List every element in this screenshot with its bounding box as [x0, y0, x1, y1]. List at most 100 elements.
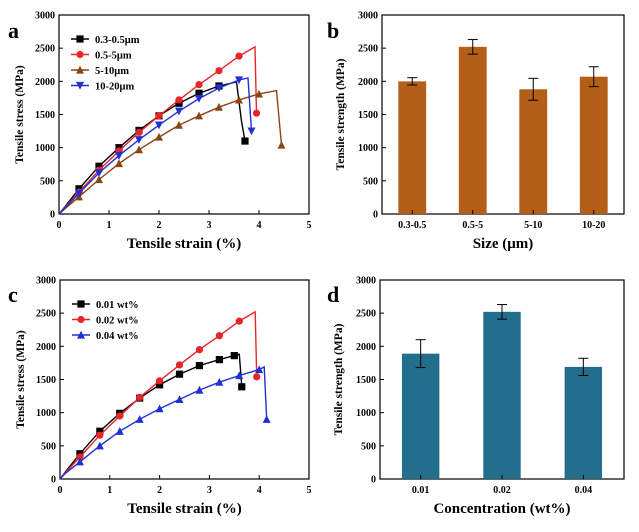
- data-point: [215, 332, 223, 340]
- data-point: [115, 152, 123, 160]
- data-point: [115, 159, 123, 168]
- x-axis-label: Tensile strain (%): [127, 501, 241, 517]
- x-tick-label: 0: [58, 485, 63, 496]
- x-axis-label: Size (μm): [473, 236, 534, 252]
- y-tick-label: 0: [50, 210, 55, 221]
- x-tick-label: 5: [307, 485, 312, 496]
- x-tick-label: 3: [207, 485, 212, 496]
- data-point: [195, 385, 204, 394]
- x-tick-label: 5: [307, 220, 312, 231]
- data-point: [76, 453, 84, 461]
- bar: [483, 311, 521, 479]
- legend-label: 5-10μm: [95, 66, 129, 77]
- panel-b: b 0 500 1000 1500 2000 2500 3000 Tensile strengt…: [327, 11, 625, 252]
- x-tick-label: 2: [157, 220, 162, 231]
- y-axis-label: Tensile strength (MPa): [335, 58, 347, 170]
- panel-label-b: b: [327, 18, 339, 43]
- data-point: [255, 365, 264, 374]
- panel-d: d 0 500 1000 1500 2000 2500 3000 Tensile strengt…: [327, 276, 625, 517]
- x-tick-label: 4: [257, 485, 262, 496]
- x-axis-label: Concentration (wt%): [433, 501, 570, 517]
- data-point: [155, 121, 163, 130]
- data-point: [175, 96, 183, 104]
- data-point: [195, 89, 203, 97]
- data-point: [230, 352, 238, 360]
- series-0.04 wt%: [59, 365, 271, 480]
- x-tick-label: 5-10: [524, 220, 542, 231]
- bar: [458, 46, 487, 215]
- data-point: [115, 427, 124, 435]
- legend-marker: [77, 315, 85, 324]
- x-tick-label: 1: [107, 485, 112, 496]
- data-point: [195, 81, 203, 89]
- data-point: [175, 361, 184, 369]
- y-tick-label: 2000: [35, 77, 55, 88]
- data-point: [135, 145, 143, 154]
- data-point: [155, 132, 163, 141]
- x-tick-label: 0.01: [412, 485, 430, 496]
- data-point: [135, 136, 143, 144]
- bar: [579, 76, 608, 214]
- bar: [564, 366, 603, 479]
- y-tick-label: 0: [51, 475, 56, 486]
- data-point: [253, 373, 261, 381]
- legend-marker: [76, 65, 84, 74]
- y-tick-label: 1000: [35, 143, 55, 154]
- x-tick-label: 0.3-0.5: [398, 220, 426, 231]
- panel-label-a: a: [8, 18, 19, 43]
- legend-marker: [76, 81, 84, 90]
- data-point: [235, 317, 243, 325]
- x-tick-label: 0.5-5: [462, 220, 483, 231]
- y-tick-label: 3000: [36, 276, 56, 287]
- y-tick-label: 2000: [358, 77, 378, 88]
- data-point: [215, 356, 223, 364]
- data-point: [135, 415, 144, 423]
- y-axis-label: Tensile stress (MPa): [15, 330, 27, 429]
- y-tick-label: 1500: [35, 110, 55, 121]
- y-tick-label: 1500: [356, 375, 376, 386]
- panel-label-d: d: [327, 282, 339, 307]
- x-tick-label: 4: [257, 220, 262, 231]
- data-point: [255, 89, 263, 98]
- y-tick-label: 1500: [36, 375, 56, 386]
- series-0.01 wt%: [59, 352, 246, 480]
- data-point: [215, 377, 224, 386]
- y-tick-label: 1000: [356, 408, 376, 419]
- legend-marker: [77, 330, 85, 339]
- data-point: [277, 140, 286, 149]
- series-0.02 wt%: [59, 310, 261, 480]
- x-tick-label: 0: [57, 220, 62, 231]
- bar: [398, 81, 427, 214]
- legend-label: 0.3-0.5μm: [95, 35, 140, 46]
- legend-marker: [77, 300, 85, 308]
- data-point: [235, 52, 243, 60]
- legend-label: 0.5-5μm: [95, 50, 132, 61]
- data-point: [95, 175, 103, 184]
- y-tick-label: 3000: [356, 276, 376, 287]
- y-tick-label: 1500: [358, 110, 378, 121]
- legend-label: 0.01 wt%: [96, 300, 139, 311]
- y-tick-label: 500: [40, 176, 55, 187]
- series-line: [59, 353, 243, 480]
- data-point: [247, 127, 256, 136]
- y-tick-label: 2500: [35, 44, 55, 55]
- data-point: [95, 169, 103, 178]
- y-axis-label: Tensile strength (MPa): [333, 323, 345, 435]
- data-point: [238, 383, 246, 391]
- data-point: [235, 76, 243, 85]
- x-tick-label: 0.04: [575, 485, 593, 496]
- x-tick-label: 10-20: [582, 220, 605, 231]
- data-point: [235, 95, 243, 104]
- y-tick-label: 0: [371, 475, 376, 486]
- data-point: [96, 431, 104, 439]
- data-point: [135, 128, 143, 137]
- x-tick-label: 0.02: [493, 485, 511, 496]
- series-line: [58, 77, 253, 215]
- data-point: [116, 412, 124, 420]
- data-point: [252, 109, 261, 117]
- data-point: [241, 137, 249, 145]
- legend-marker: [76, 35, 84, 43]
- legend-marker: [76, 50, 84, 59]
- legend-label: 0.02 wt%: [96, 315, 139, 326]
